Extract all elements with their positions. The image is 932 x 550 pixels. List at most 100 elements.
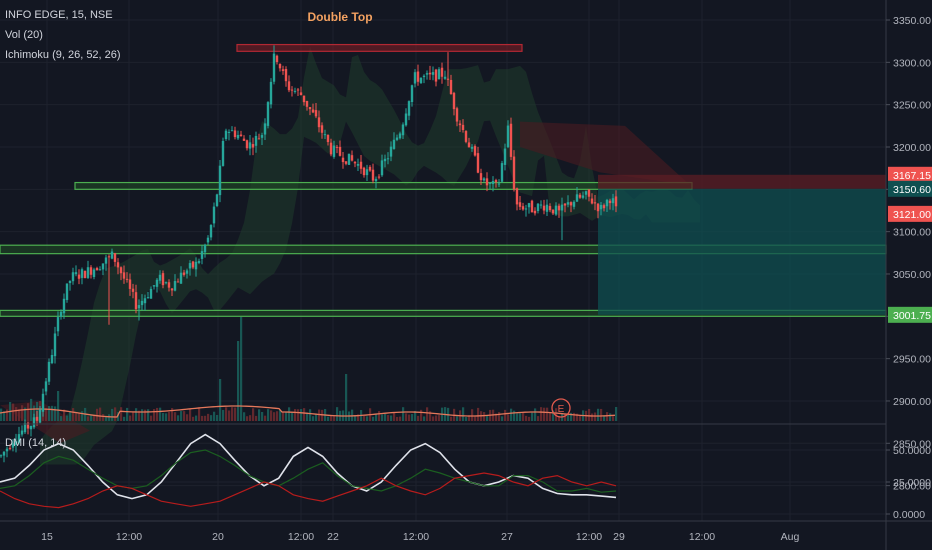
dmi-series-line <box>0 449 617 493</box>
candle-body <box>374 178 378 182</box>
candle-body <box>545 204 549 212</box>
volume-bar <box>531 412 534 421</box>
volume-bar <box>291 412 294 421</box>
volume-bar <box>426 407 429 421</box>
volume-bar <box>465 416 468 421</box>
volume-bar <box>27 403 30 421</box>
candle-body <box>410 85 414 102</box>
volume-bar <box>144 409 147 421</box>
volume-bar <box>357 414 360 421</box>
volume-bar <box>318 409 321 421</box>
volume-bar <box>219 379 222 421</box>
candle-body <box>26 422 30 429</box>
earnings-marker-label: E <box>558 404 565 415</box>
candle-body <box>8 447 12 449</box>
ichimoku-cloud-bearish <box>520 121 690 186</box>
volume-bar <box>237 341 240 421</box>
candle-body <box>497 183 501 185</box>
candle-body <box>329 142 333 155</box>
volume-bar <box>135 408 138 421</box>
candle-body <box>575 194 579 202</box>
candle-body <box>242 138 246 141</box>
candle-body <box>587 189 591 197</box>
candle-body <box>296 89 300 91</box>
candle-body <box>398 133 402 139</box>
volume-bar <box>594 412 597 421</box>
candle-body <box>92 269 96 277</box>
volume-bar <box>24 407 27 421</box>
price-candles <box>0 45 618 463</box>
volume-bar <box>483 412 486 421</box>
earnings-marker-circle <box>551 398 571 418</box>
volume-bar <box>246 416 249 421</box>
volume-bar <box>396 416 399 421</box>
candle-body <box>356 164 360 166</box>
candle-body <box>464 131 468 142</box>
volume-bar <box>111 408 114 421</box>
volume-bar <box>501 416 504 421</box>
volume-bar <box>51 405 54 421</box>
candle-body <box>191 261 195 268</box>
candle-body <box>41 393 45 412</box>
price-tick-label: 3250.00 <box>893 100 931 112</box>
volume-bar <box>126 407 129 421</box>
volume-bar <box>99 407 102 421</box>
volume-bar <box>87 416 90 421</box>
dmi-axis[interactable]: 50.0000 25.0000 0.0000 <box>886 445 931 521</box>
volume-bar <box>210 415 213 421</box>
candle-body <box>197 261 201 263</box>
candle-body <box>86 267 90 278</box>
volume-bar <box>414 410 417 421</box>
volume-bar <box>102 414 105 421</box>
volume-bar <box>93 415 96 421</box>
candle-body <box>227 131 231 133</box>
volume-bar <box>564 414 567 421</box>
volume-bar <box>174 412 177 421</box>
dmi-indicator-label[interactable]: DMI (14, 14) <box>5 437 67 449</box>
candle-body <box>590 198 594 204</box>
time-tick-label: 12:00 <box>576 531 602 543</box>
candle-body <box>425 73 429 75</box>
volume-bar <box>516 413 519 421</box>
candle-body <box>221 140 225 166</box>
short-position-tool[interactable] <box>598 174 886 315</box>
volume-bar <box>180 411 183 421</box>
volume-bar <box>90 415 93 421</box>
candle-body <box>563 203 567 206</box>
candle-body <box>149 288 153 299</box>
candle-body <box>134 292 138 310</box>
volume-bar <box>537 416 540 421</box>
candle-body <box>539 204 543 206</box>
dmi-tick-label: 50.0000 <box>893 445 931 457</box>
candle-body <box>194 261 198 270</box>
candle-body <box>275 55 279 63</box>
candle-body <box>335 146 339 148</box>
candle-body <box>215 194 219 207</box>
candle-body <box>53 333 57 357</box>
price-tick-label: 3050.00 <box>893 269 931 281</box>
volume-bar <box>378 411 381 421</box>
volume-bar <box>462 407 465 421</box>
candle-body <box>272 53 276 82</box>
candle-body <box>368 166 372 171</box>
candle-body <box>494 180 498 182</box>
candle-body <box>38 409 42 423</box>
volume-bar <box>273 412 276 421</box>
volume-bar <box>474 416 477 421</box>
candle-body <box>521 206 525 210</box>
ichimoku-indicator-label[interactable]: Ichimoku (9, 26, 52, 26) <box>5 49 121 61</box>
candle-body <box>554 205 558 215</box>
candle-body <box>392 139 396 149</box>
candle-body <box>458 123 462 126</box>
volume-bar <box>150 415 153 421</box>
candle-body <box>491 181 495 185</box>
time-axis[interactable]: 15 12:00 20 12:00 22 12:00 27 12:00 29 12:00 Aug <box>41 531 799 543</box>
candle-body <box>320 125 324 133</box>
volume-indicator-label[interactable]: Vol (20) <box>5 29 43 41</box>
volume-bar <box>162 412 165 421</box>
symbol-title[interactable]: INFO EDGE, 15, NSE <box>5 9 113 21</box>
candle-body <box>506 125 510 148</box>
candle-body <box>341 157 345 163</box>
price-tick-label: 3300.00 <box>893 57 931 69</box>
